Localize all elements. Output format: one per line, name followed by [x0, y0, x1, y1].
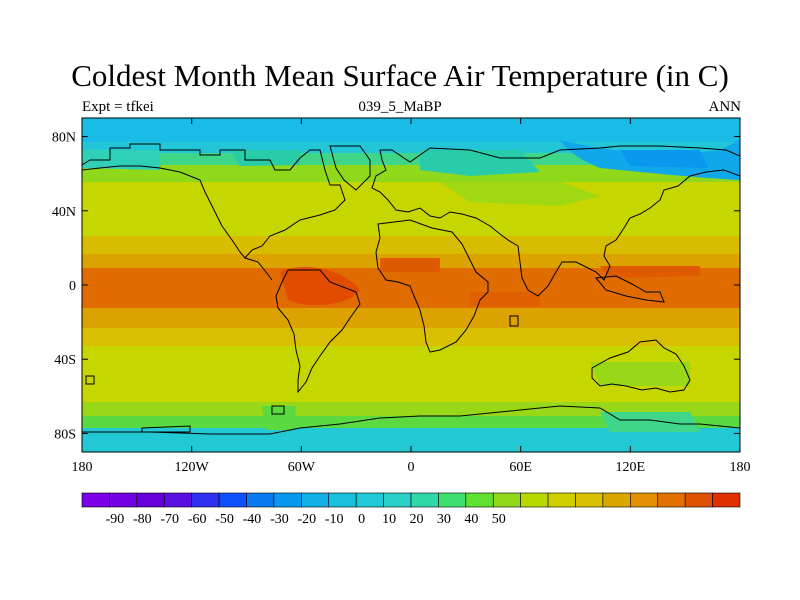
colorbar-label: -90 [106, 512, 125, 527]
x-tick-label: 120E [616, 460, 646, 475]
chart-title: Coldest Month Mean Surface Air Temperatu… [71, 58, 729, 93]
colorbar-swatch [438, 492, 467, 508]
colorbar-swatch [273, 492, 302, 508]
colorbar-swatch [465, 492, 494, 508]
colorbar-swatch [136, 492, 165, 508]
colorbar-swatch [355, 492, 384, 508]
colorbar-label: 20 [409, 512, 423, 527]
y-tick-label: 40S [54, 353, 76, 368]
antarctica-outline [82, 405, 740, 435]
colorbar-label: -30 [270, 512, 289, 527]
y-tick-label: 0 [69, 279, 76, 294]
y-tick-label: 80N [52, 131, 76, 146]
africa-outline [375, 219, 489, 353]
colorbar-label: -40 [243, 512, 262, 527]
colorbar-swatch [712, 492, 741, 508]
colorbar-label: 10 [382, 512, 396, 527]
experiment-label: Expt = tfkei [82, 99, 154, 115]
colorbar-swatch [657, 492, 686, 508]
colorbar-swatch [218, 492, 247, 508]
x-tick-label: 60W [288, 460, 316, 475]
colorbar-swatch [109, 492, 138, 508]
colorbar-label: -10 [325, 512, 344, 527]
colorbar-swatch [492, 492, 521, 508]
colorbar-swatch [547, 492, 576, 508]
antarctic-peninsula-outline [141, 425, 191, 433]
madagascar-outline [509, 315, 519, 327]
colorbar-swatch [246, 492, 275, 508]
central-america-outline [244, 257, 273, 281]
colorbar-label: 30 [437, 512, 451, 527]
x-tick-label: 60E [509, 460, 532, 475]
island-outline-2 [271, 405, 285, 415]
north-america-outline [82, 143, 346, 259]
period-label: 039_5_MaBP [358, 99, 442, 115]
y-axis: 80N 40N 0 40S 80S [52, 131, 740, 442]
colorbar-label: 40 [464, 512, 478, 527]
x-axis: 180 120W 60W 0 60E 120E 180 [72, 118, 751, 475]
season-label: ANN [708, 99, 742, 115]
colorbar-label: -20 [297, 512, 316, 527]
x-tick-label: 120W [175, 460, 210, 475]
colorbar-label: -60 [188, 512, 207, 527]
colorbar-swatch [575, 492, 604, 508]
x-tick-label: 0 [408, 460, 415, 475]
colorbar-swatch [191, 492, 220, 508]
colorbar-swatch [81, 492, 110, 508]
colorbar-swatch [520, 492, 549, 508]
y-tick-label: 80S [54, 427, 76, 442]
coastlines [82, 143, 740, 435]
colorbar-swatch [630, 492, 659, 508]
colorbar-label: 50 [492, 512, 506, 527]
colorbar: -90 -80 -70 -60 -50 -40 -30 -20 -10 0 10 20 30 40 50 [81, 492, 741, 527]
colorbar-swatch [301, 492, 330, 508]
colorbar-swatch [602, 492, 631, 508]
greenland-outline [329, 145, 371, 191]
colorbar-swatch [410, 492, 439, 508]
x-tick-label: 180 [72, 460, 93, 475]
x-tick-label: 180 [730, 460, 751, 475]
colorbar-label: -50 [215, 512, 234, 527]
australia-outline [591, 339, 691, 393]
colorbar-label: -70 [160, 512, 179, 527]
south-america-outline [275, 269, 361, 394]
colorbar-swatch [684, 492, 713, 508]
eurasia-outline [371, 145, 740, 297]
small-island-outline [85, 375, 95, 385]
colorbar-label: -80 [133, 512, 152, 527]
temperature-field [82, 118, 740, 452]
maritime-continent-outline [595, 275, 665, 303]
colorbar-swatch [328, 492, 357, 508]
colorbar-swatch [383, 492, 412, 508]
colorbar-swatch [163, 492, 192, 508]
y-tick-label: 40N [52, 205, 76, 220]
colorbar-label: 0 [358, 512, 365, 527]
